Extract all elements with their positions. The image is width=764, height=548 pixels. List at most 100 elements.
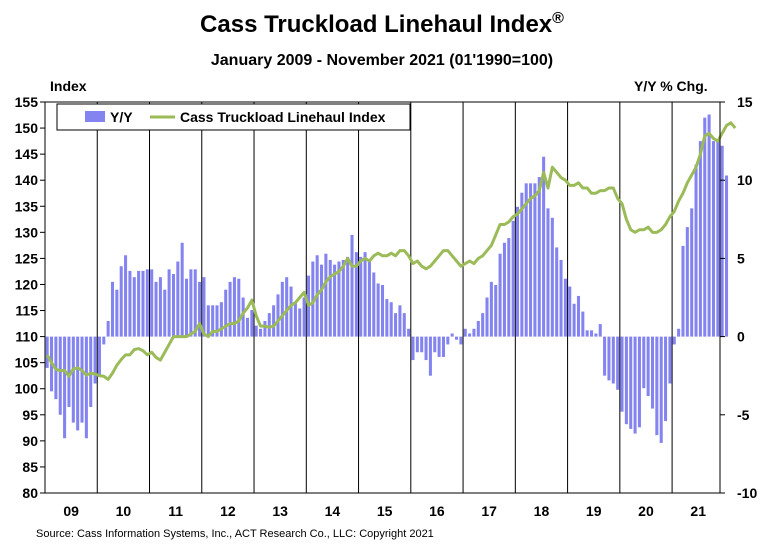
yoy-bar bbox=[45, 336, 49, 368]
yoy-bar bbox=[115, 289, 119, 337]
yoy-bar bbox=[106, 320, 110, 337]
yoy-bar bbox=[389, 302, 393, 337]
yoy-bar bbox=[711, 141, 715, 337]
yoy-bar bbox=[376, 283, 380, 337]
yoy-bar bbox=[211, 305, 215, 337]
yoy-bar bbox=[476, 320, 480, 337]
yoy-bar bbox=[616, 336, 620, 390]
year-label: 19 bbox=[586, 503, 602, 519]
yoy-bar bbox=[546, 208, 550, 337]
yoy-bar bbox=[145, 269, 149, 337]
yoy-bar bbox=[524, 183, 528, 337]
right-tick-label: 10 bbox=[737, 172, 753, 188]
yoy-bar bbox=[254, 325, 258, 337]
yoy-bar bbox=[629, 336, 633, 429]
yoy-bar bbox=[232, 277, 236, 337]
yoy-bar bbox=[668, 336, 672, 384]
yoy-bar bbox=[189, 269, 193, 337]
yoy-bar bbox=[603, 336, 607, 376]
yoy-bar bbox=[80, 336, 84, 423]
yoy-bar bbox=[180, 242, 184, 337]
index-line-group bbox=[45, 121, 737, 381]
yoy-bar bbox=[193, 269, 197, 337]
yoy-bar bbox=[407, 328, 411, 337]
yoy-bar bbox=[402, 313, 406, 337]
yoy-bar bbox=[607, 336, 611, 381]
yoy-bar bbox=[507, 238, 511, 337]
right-tick-label: -5 bbox=[737, 407, 750, 423]
yoy-bar bbox=[502, 242, 506, 337]
yoy-bar bbox=[585, 330, 589, 337]
yoy-bar bbox=[272, 305, 276, 337]
yoy-bar bbox=[219, 302, 223, 337]
yoy-bar bbox=[119, 266, 123, 337]
yoy-bar bbox=[707, 114, 711, 337]
right-tick-label: -10 bbox=[737, 485, 757, 501]
yoy-bar bbox=[633, 336, 637, 434]
left-tick-label: 115 bbox=[15, 303, 38, 319]
legend: Y/Y Cass Truckload Linehaul Index bbox=[56, 103, 411, 131]
yoy-bar bbox=[367, 261, 371, 337]
yoy-bar bbox=[372, 272, 376, 337]
yoy-bar bbox=[515, 206, 520, 337]
chart-title: Cass Truckload Linehaul Index® bbox=[0, 10, 764, 39]
left-tick-label: 155 bbox=[15, 94, 39, 110]
year-label: 13 bbox=[272, 503, 288, 519]
yoy-bar bbox=[415, 336, 419, 353]
year-label: 21 bbox=[690, 503, 706, 519]
yoy-bar bbox=[324, 253, 328, 337]
yoy-bar bbox=[263, 320, 267, 337]
yoy-bar bbox=[659, 336, 663, 443]
left-tick-label: 80 bbox=[22, 485, 38, 501]
source-note: Source: Cass Information Systems, Inc., … bbox=[36, 528, 434, 540]
yoy-bar bbox=[276, 294, 280, 337]
year-label: 18 bbox=[534, 503, 550, 519]
yoy-bar bbox=[463, 328, 467, 337]
yoy-bar bbox=[185, 278, 189, 337]
left-tick-label: 100 bbox=[15, 381, 39, 397]
yoy-bar bbox=[698, 141, 702, 337]
left-tick-label: 135 bbox=[15, 198, 39, 214]
yoy-bar bbox=[481, 313, 485, 337]
yoy-bar bbox=[572, 303, 576, 337]
yoy-bar bbox=[341, 259, 345, 337]
yoy-bar bbox=[520, 192, 524, 337]
plot-frame bbox=[44, 101, 721, 494]
yoy-bar bbox=[76, 336, 80, 431]
year-label: 17 bbox=[481, 503, 497, 519]
yoy-bar bbox=[537, 177, 541, 337]
yoy-bar bbox=[58, 336, 62, 415]
yoy-bar bbox=[289, 286, 293, 337]
yoy-bar bbox=[703, 117, 707, 337]
yoy-bar bbox=[302, 297, 306, 337]
yoy-bar bbox=[411, 336, 415, 361]
yoy-bar bbox=[385, 299, 389, 337]
yoy-bar bbox=[555, 247, 559, 337]
yoy-bar bbox=[337, 261, 341, 337]
yoy-bar bbox=[694, 164, 698, 337]
yoy-bar bbox=[171, 274, 175, 337]
year-label: 09 bbox=[63, 503, 79, 519]
yoy-bar bbox=[441, 336, 445, 357]
yoy-bar bbox=[285, 277, 289, 337]
yoy-bar bbox=[594, 333, 598, 337]
yoy-bar bbox=[620, 336, 624, 412]
left-tick-label: 125 bbox=[15, 250, 39, 266]
year-label: 14 bbox=[325, 503, 341, 519]
yoy-bar bbox=[568, 286, 572, 337]
yoy-bar bbox=[224, 289, 228, 337]
yoy-bar bbox=[128, 270, 132, 337]
yoy-bar bbox=[267, 313, 271, 337]
yoy-bar bbox=[455, 336, 459, 340]
yoy-bar bbox=[206, 305, 210, 337]
chart-subtitle: January 2009 - November 2021 (01'1990=10… bbox=[210, 52, 554, 69]
yoy-bar bbox=[681, 245, 685, 337]
right-tick-label: 15 bbox=[737, 94, 753, 110]
yoy-bar bbox=[280, 281, 284, 337]
right-tick-label: 0 bbox=[737, 329, 745, 345]
yoy-bar bbox=[424, 336, 428, 361]
index-line bbox=[45, 121, 737, 381]
yoy-bar bbox=[533, 183, 537, 337]
yoy-bar bbox=[67, 336, 71, 407]
left-axis-title: Index bbox=[50, 78, 87, 94]
